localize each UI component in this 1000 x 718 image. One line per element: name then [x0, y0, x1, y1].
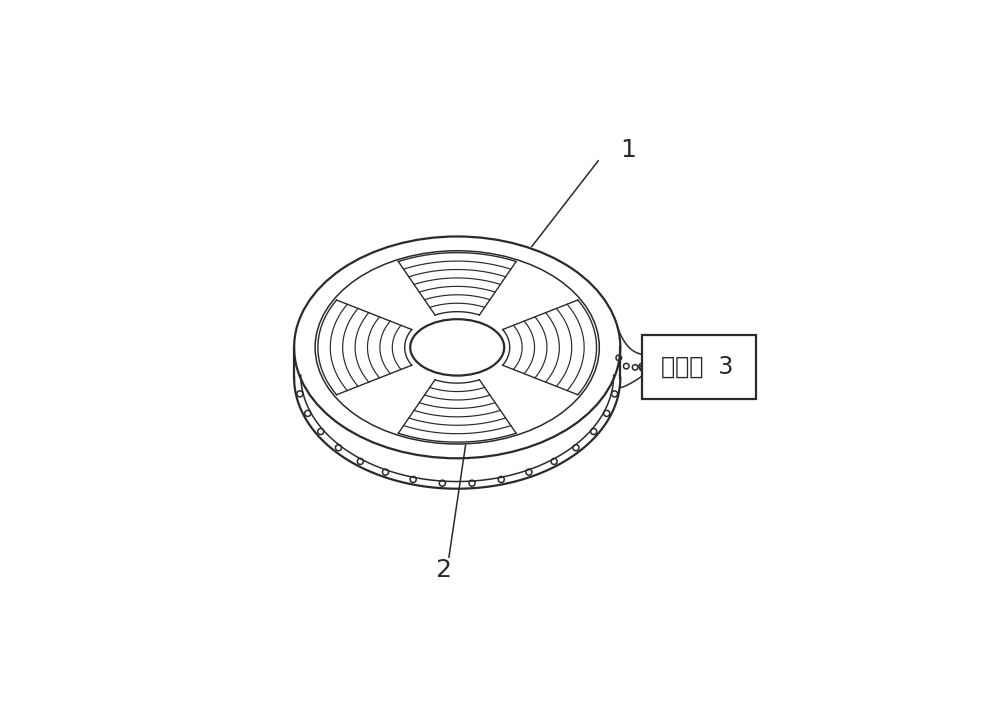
Text: 2: 2	[435, 558, 451, 582]
Text: 蓄电池  3: 蓄电池 3	[661, 355, 733, 378]
Bar	[642, 335, 756, 398]
Ellipse shape	[410, 320, 504, 376]
Text: 1: 1	[621, 138, 637, 162]
